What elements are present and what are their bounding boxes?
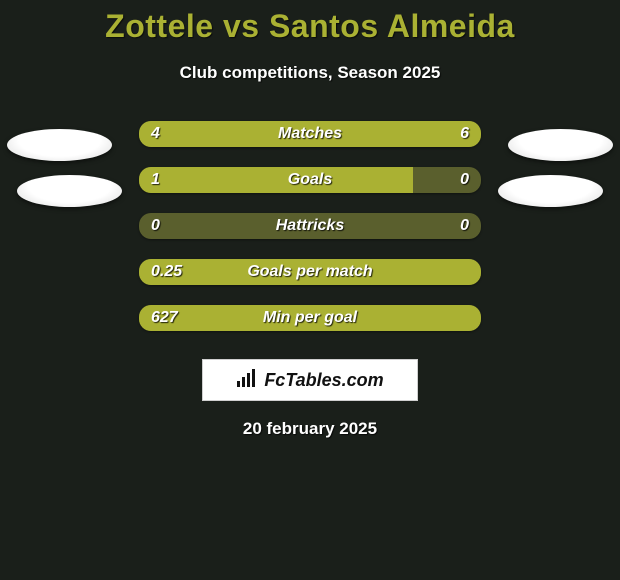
page-subtitle: Club competitions, Season 2025: [0, 63, 620, 83]
stat-label: Min per goal: [139, 305, 481, 331]
stat-row-goals: 1 Goals 0: [139, 167, 481, 193]
stat-row-min-per-goal: 627 Min per goal: [139, 305, 481, 331]
page-title: Zottele vs Santos Almeida: [0, 0, 620, 45]
stat-label: Goals: [139, 167, 481, 193]
stat-value-right: 0: [460, 213, 469, 239]
stat-label: Matches: [139, 121, 481, 147]
player-right-avatar-2: [498, 175, 603, 207]
stat-label: Goals per match: [139, 259, 481, 285]
stat-row-goals-per-match: 0.25 Goals per match: [139, 259, 481, 285]
stat-value-right: 0: [460, 167, 469, 193]
source-badge: FcTables.com: [202, 359, 418, 401]
stat-row-hattricks: 0 Hattricks 0: [139, 213, 481, 239]
stat-row-matches: 4 Matches 6: [139, 121, 481, 147]
stat-value-right: 6: [460, 121, 469, 147]
stat-label: Hattricks: [139, 213, 481, 239]
player-right-avatar: [508, 129, 613, 161]
footer-date: 20 february 2025: [0, 419, 620, 439]
player-left-avatar-2: [17, 175, 122, 207]
player-left-avatar: [7, 129, 112, 161]
stat-bars: 4 Matches 6 1 Goals 0 0 Hattricks 0 0.25…: [139, 121, 481, 331]
comparison-arena: 4 Matches 6 1 Goals 0 0 Hattricks 0 0.25…: [0, 121, 620, 439]
bars-icon: [236, 367, 258, 394]
source-badge-text: FcTables.com: [264, 370, 383, 391]
